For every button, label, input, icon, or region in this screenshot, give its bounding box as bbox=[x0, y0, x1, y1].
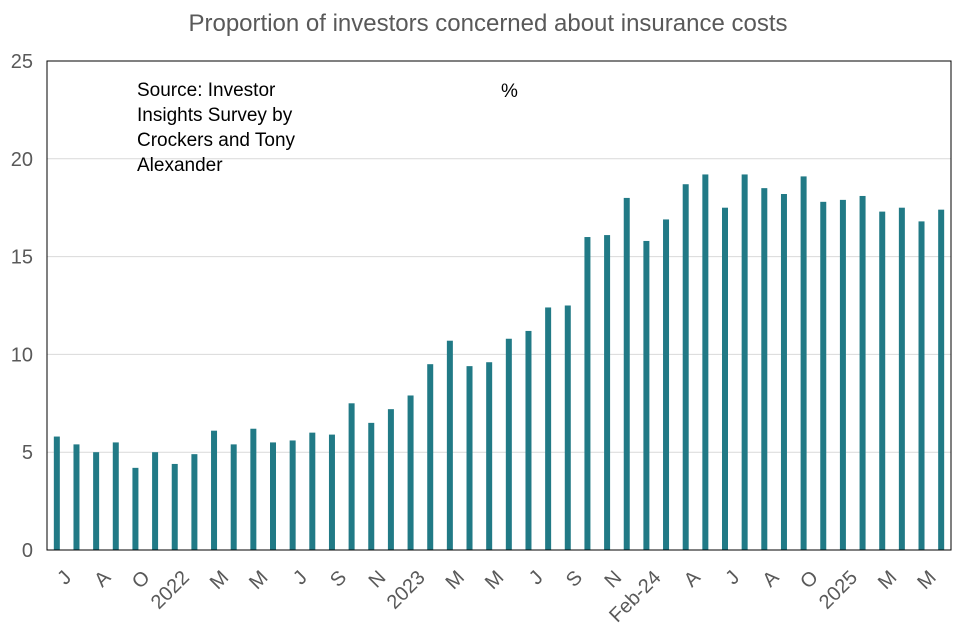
bar bbox=[820, 201, 827, 550]
x-tick-label: J bbox=[525, 567, 548, 590]
y-tick-label: 10 bbox=[11, 344, 33, 366]
x-tick-label: N bbox=[600, 567, 626, 593]
x-tick-label: M bbox=[913, 567, 940, 594]
bar bbox=[761, 188, 768, 550]
bar bbox=[859, 195, 866, 550]
bar bbox=[368, 422, 375, 550]
bar bbox=[230, 444, 237, 550]
bar bbox=[466, 366, 473, 550]
bar bbox=[112, 442, 119, 550]
bar bbox=[604, 235, 611, 550]
x-tick-label: J bbox=[289, 567, 312, 590]
bar bbox=[446, 340, 453, 550]
bar bbox=[387, 409, 394, 550]
source-annotation: Source: Investor Insights Survey by Croc… bbox=[137, 80, 296, 176]
x-tick-label: 2023 bbox=[383, 567, 430, 614]
bar bbox=[938, 209, 945, 550]
x-tick-label: A bbox=[680, 566, 705, 591]
unit-label: % bbox=[501, 81, 518, 102]
x-tick-label: O bbox=[796, 567, 823, 594]
x-tick-label: M bbox=[874, 567, 901, 594]
bar bbox=[643, 240, 650, 550]
bar bbox=[407, 395, 414, 550]
bar bbox=[211, 430, 218, 550]
bar bbox=[800, 176, 807, 550]
x-tick-label: S bbox=[562, 567, 587, 592]
y-tick-label: 5 bbox=[22, 442, 33, 464]
bar bbox=[309, 432, 316, 550]
chart-title: Proportion of investors concerned about … bbox=[188, 10, 788, 37]
bar bbox=[152, 452, 159, 550]
x-tick-label: A bbox=[758, 566, 783, 591]
bar bbox=[682, 184, 689, 551]
y-tick-label: 25 bbox=[11, 51, 33, 73]
bar bbox=[584, 237, 591, 551]
bar bbox=[427, 364, 434, 550]
x-tick-label: 2022 bbox=[147, 567, 194, 614]
x-tick-label: M bbox=[442, 567, 469, 594]
bar bbox=[545, 307, 552, 550]
x-tick-label: S bbox=[326, 567, 351, 592]
bar bbox=[898, 207, 905, 550]
bar bbox=[525, 330, 532, 550]
x-tick-label: M bbox=[245, 567, 272, 594]
x-tick-label: N bbox=[365, 567, 391, 593]
bar bbox=[53, 436, 60, 550]
x-tick-label: J bbox=[722, 567, 745, 590]
y-tick-label: 0 bbox=[22, 540, 33, 562]
bar bbox=[328, 434, 335, 550]
y-tick-label: 15 bbox=[11, 247, 33, 269]
bar bbox=[564, 305, 571, 550]
y-tick-label: 20 bbox=[11, 149, 33, 171]
bar bbox=[879, 211, 886, 551]
bar bbox=[93, 452, 100, 550]
x-tick-label: J bbox=[53, 567, 76, 590]
bar bbox=[348, 403, 355, 550]
bar bbox=[505, 338, 512, 550]
x-tick-label: M bbox=[481, 567, 508, 594]
x-tick-label: O bbox=[128, 567, 155, 594]
bar bbox=[780, 194, 787, 550]
x-tick-label: A bbox=[90, 566, 115, 591]
bar bbox=[132, 467, 139, 550]
bar bbox=[289, 440, 296, 550]
plot-frame bbox=[46, 60, 952, 551]
bar bbox=[741, 174, 748, 550]
bar bbox=[486, 362, 493, 550]
bar bbox=[918, 221, 925, 550]
bar bbox=[663, 219, 670, 550]
bar bbox=[722, 207, 728, 550]
bar bbox=[270, 442, 276, 550]
bar bbox=[623, 197, 630, 551]
bar bbox=[250, 428, 257, 550]
bar bbox=[839, 199, 846, 550]
bar bbox=[191, 454, 198, 550]
x-tick-label: 2025 bbox=[815, 567, 862, 614]
x-tick-label: M bbox=[206, 567, 233, 594]
bar bbox=[171, 463, 178, 550]
bar bbox=[73, 444, 80, 550]
bar bbox=[702, 174, 709, 550]
